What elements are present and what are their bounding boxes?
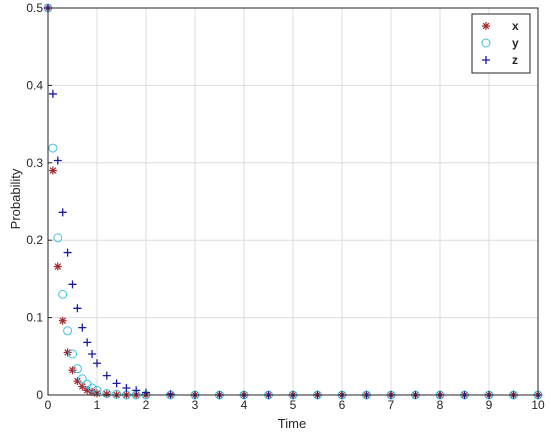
legend-box	[471, 13, 531, 74]
series-z-point	[73, 304, 82, 313]
legend-label-z: z	[512, 53, 518, 67]
series-z-point	[102, 371, 111, 380]
y-tick-label: 0.5	[26, 1, 43, 15]
y-tick-label: 0.2	[26, 233, 43, 247]
y-tick-label: 0.1	[26, 311, 43, 325]
axis-ticks: 0 1 2 3 4 5 6 7 8 9 10 0 0.1 0.2 0.3 0.4 0.5	[26, 1, 545, 412]
series-y-point	[112, 389, 122, 399]
series-x-point	[83, 386, 92, 395]
legend-label-y: y	[512, 36, 519, 50]
x-tick-label: 7	[388, 398, 395, 412]
x-axis-label: Time	[278, 416, 306, 431]
series-z-point	[78, 323, 87, 332]
series-x-point	[48, 166, 57, 175]
series-y-point	[48, 143, 58, 153]
y-tick-label: 0	[36, 388, 43, 402]
y-axis-label: Probability	[8, 168, 23, 229]
series-z-point	[166, 390, 175, 399]
series-y-point	[63, 326, 73, 336]
legend-marker-z	[482, 56, 490, 64]
legend-marker-y	[481, 38, 491, 48]
x-tick-label: 4	[241, 398, 248, 412]
series-z-point	[88, 349, 97, 358]
x-tick-label: 9	[486, 398, 493, 412]
series-z-point	[58, 208, 67, 217]
series-z-point	[53, 156, 62, 165]
x-tick-label: 3	[192, 398, 199, 412]
series-y-point	[68, 349, 77, 359]
series-z-point	[93, 359, 101, 368]
x-tick-label: 10	[531, 398, 545, 412]
series-y-point	[87, 383, 97, 393]
series-y-point	[53, 233, 63, 243]
series-z-point	[132, 386, 141, 395]
x-tick-label: 6	[339, 398, 346, 412]
series-z-point	[112, 379, 121, 388]
x-tick-label: 0	[45, 398, 52, 412]
x-tick-label: 2	[143, 398, 150, 412]
series-z-point	[68, 280, 77, 289]
x-tick-label: 8	[437, 398, 444, 412]
series-y-point	[77, 374, 87, 384]
y-tick-label: 0.3	[26, 156, 43, 170]
series-x-point	[68, 366, 77, 375]
series-x-point	[58, 316, 67, 325]
series-x-point	[63, 348, 72, 357]
series-z-point	[83, 338, 92, 347]
legend-marker-x	[482, 22, 490, 30]
series-y-point	[72, 364, 82, 374]
x-tick-label: 1	[94, 398, 101, 412]
series-x-point	[78, 382, 87, 391]
legend-label-x: x	[512, 19, 519, 33]
series-x-point	[53, 262, 62, 271]
series-z-point	[63, 248, 72, 257]
series-z-point	[48, 89, 57, 98]
x-tick-label: 5	[290, 398, 297, 412]
series-y-point	[58, 289, 68, 299]
series-x-point	[102, 390, 111, 399]
legend: xyz	[471, 13, 531, 74]
series-y-point	[102, 388, 112, 398]
series-z-point	[122, 384, 131, 393]
series-x-point	[73, 377, 82, 386]
y-tick-label: 0.4	[26, 78, 43, 92]
